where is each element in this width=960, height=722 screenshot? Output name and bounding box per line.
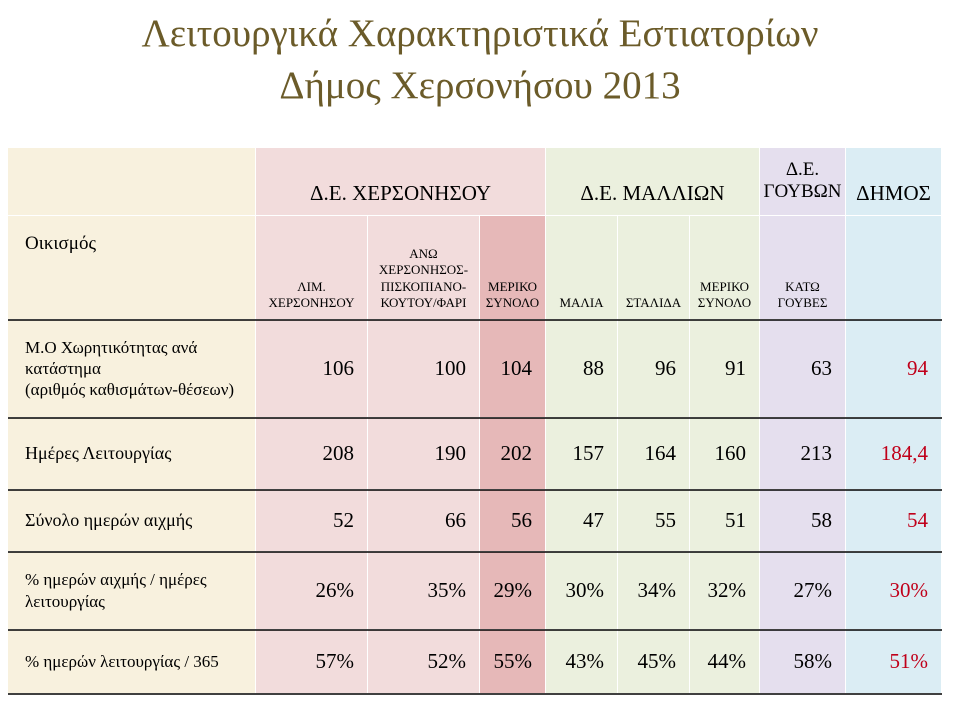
cell-value-dimos: 30% bbox=[846, 552, 942, 630]
page-title: Λειτουργικά Χαρακτηριστικά Εστιατορίων bbox=[141, 12, 819, 55]
cell-value-dimos: 51% bbox=[846, 630, 942, 694]
cell-value: 32% bbox=[690, 552, 760, 630]
col-lim-chersonisou: ΛΙΜ. ΧΕΡΣΟΝΗΣΟΥ bbox=[256, 216, 368, 320]
row-label-peak-ratio: % ημερών αιχμής / ημέρες λειτουργίας bbox=[8, 552, 256, 630]
cell-value: 52 bbox=[256, 490, 368, 552]
cell-value: 96 bbox=[618, 320, 690, 418]
cell-value: 66 bbox=[368, 490, 480, 552]
cell-value: 26% bbox=[256, 552, 368, 630]
cell-value-dimos: 54 bbox=[846, 490, 942, 552]
cell-value: 88 bbox=[546, 320, 618, 418]
cell-value: 57% bbox=[256, 630, 368, 694]
cell-value: 56 bbox=[480, 490, 546, 552]
row-label-operating-ratio: % ημερών λειτουργίας / 365 bbox=[8, 630, 256, 694]
cell-value: 100 bbox=[368, 320, 480, 418]
page-subtitle: Δήμος Χερσονήσου 2013 bbox=[279, 64, 681, 107]
cell-value: 157 bbox=[546, 418, 618, 490]
row-label-peak-days: Σύνολο ημερών αιχμής bbox=[8, 490, 256, 552]
cell-value: 104 bbox=[480, 320, 546, 418]
header-de-chersonisou: Δ.Ε. ΧΕΡΣΟΝΗΣΟΥ bbox=[256, 148, 546, 216]
col-dimos bbox=[846, 216, 942, 320]
col-stalida: ΣΤΑΛΙΔΑ bbox=[618, 216, 690, 320]
header-dimos: ΔΗΜΟΣ bbox=[846, 148, 942, 216]
cell-value: 63 bbox=[760, 320, 846, 418]
cell-value: 27% bbox=[760, 552, 846, 630]
cell-value: 35% bbox=[368, 552, 480, 630]
cell-value-dimos: 184,4 bbox=[846, 418, 942, 490]
cell-value: 43% bbox=[546, 630, 618, 694]
cell-value: 164 bbox=[618, 418, 690, 490]
cell-value: 30% bbox=[546, 552, 618, 630]
cell-value: 34% bbox=[618, 552, 690, 630]
header-corner bbox=[8, 148, 256, 216]
cell-value: 47 bbox=[546, 490, 618, 552]
cell-value: 58% bbox=[760, 630, 846, 694]
row-label-operating-days: Ημέρες Λειτουργίας bbox=[8, 418, 256, 490]
col-ano-chersonisos: ΑΝΩ ΧΕΡΣΟΝΗΣΟΣ- ΠΙΣΚΟΠΙΑΝΟ- ΚΟΥΤΟΥ/ΦΑΡΙ bbox=[368, 216, 480, 320]
cell-value: 213 bbox=[760, 418, 846, 490]
cell-value: 52% bbox=[368, 630, 480, 694]
cell-value: 58 bbox=[760, 490, 846, 552]
col-meriko-synolo-malion: ΜΕΡΙΚΟ ΣΥΝΟΛΟ bbox=[690, 216, 760, 320]
header-de-gouvon: Δ.Ε. ΓΟΥΒΩΝ bbox=[760, 148, 846, 216]
row-label-capacity: Μ.Ο Χωρητικότητας ανά κατάστημα (αριθμός κ… bbox=[8, 320, 256, 418]
label-oikismos: Οικισμός bbox=[8, 216, 256, 320]
cell-value: 55% bbox=[480, 630, 546, 694]
cell-value: 55 bbox=[618, 490, 690, 552]
cell-value: 51 bbox=[690, 490, 760, 552]
cell-value: 106 bbox=[256, 320, 368, 418]
cell-value: 160 bbox=[690, 418, 760, 490]
header-de-malion: Δ.Ε. ΜΑΛΛΙΩΝ bbox=[546, 148, 760, 216]
cell-value: 202 bbox=[480, 418, 546, 490]
cell-value-dimos: 94 bbox=[846, 320, 942, 418]
cell-value: 208 bbox=[256, 418, 368, 490]
cell-value: 190 bbox=[368, 418, 480, 490]
cell-value: 44% bbox=[690, 630, 760, 694]
cell-value: 45% bbox=[618, 630, 690, 694]
cell-value: 91 bbox=[690, 320, 760, 418]
col-malia: ΜΑΛΙΑ bbox=[546, 216, 618, 320]
col-kato-gouves: ΚΑΤΩ ΓΟΥΒΕΣ bbox=[760, 216, 846, 320]
cell-value: 29% bbox=[480, 552, 546, 630]
col-meriko-synolo-chersonisou: ΜΕΡΙΚΟ ΣΥΝΟΛΟ bbox=[480, 216, 546, 320]
